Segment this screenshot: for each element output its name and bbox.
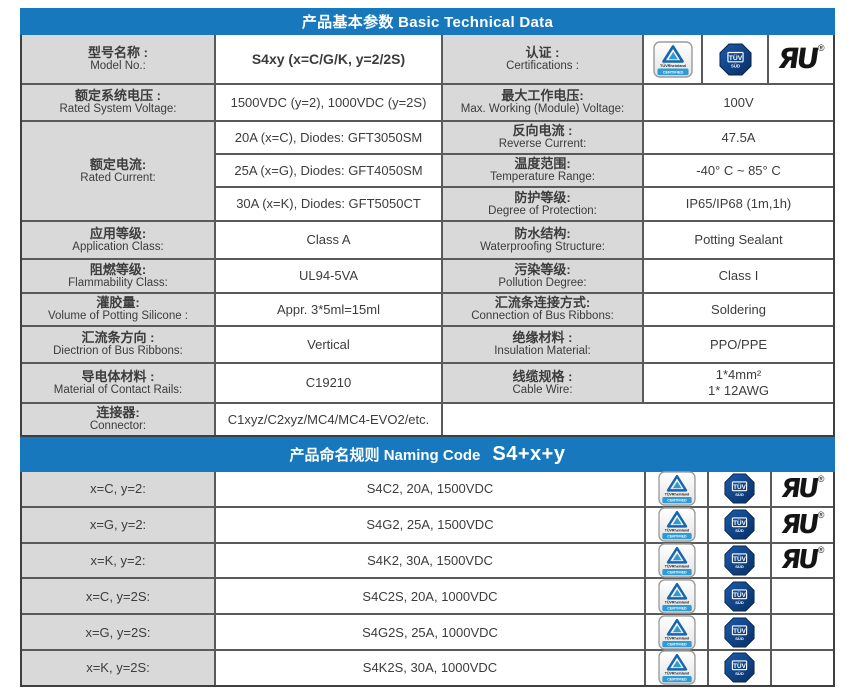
label-insulation-material: 绝缘材料 : Insulation Material: xyxy=(443,327,642,362)
naming-cert-tuv-sud xyxy=(709,579,770,614)
value-flammability-class: UL94-5VA xyxy=(216,260,441,292)
naming-cert-tuv-rheinland xyxy=(646,544,707,578)
naming-label: x=C, y=2: xyxy=(22,472,214,506)
value-bus-ribbon-connection: Soldering xyxy=(644,294,833,325)
datasheet: 产品基本参数 Basic Technical Data 型号名称 : Model… xyxy=(20,8,835,687)
value-temperature-range: -40° C ~ 85° C xyxy=(644,155,833,186)
naming-value: S4C2S, 20A, 1000VDC xyxy=(216,579,644,614)
value-degree-of-protection: IP65/IP68 (1m,1h) xyxy=(644,188,833,220)
value-max-working-voltage: 100V xyxy=(644,85,833,120)
tuv-rheinland-logo xyxy=(658,507,696,542)
value-rated-system-voltage: 1500VDC (y=2), 1000VDC (y=2S) xyxy=(216,85,441,120)
ul-logo: ЯU ® xyxy=(778,545,825,576)
label-application-class: 应用等级: Application Class: xyxy=(22,222,214,258)
naming-value: S4G2, 25A, 1500VDC xyxy=(216,507,644,542)
label-certifications: 认证 : Certifications : xyxy=(443,35,642,83)
naming-label: x=C, y=2S: xyxy=(22,579,214,614)
naming-cert-tuv-sud xyxy=(709,650,770,685)
tuv-rheinland-logo xyxy=(658,650,696,685)
value-rated-current-25a: 25A (x=G), Diodes: GFT4050SM xyxy=(216,155,441,186)
label-cable-wire: 线缆规格 : Cable Wire: xyxy=(443,364,642,402)
naming-code-table: x=C, y=2: S4C2, 20A, 1500VDC ЯU ® x=G, y=… xyxy=(20,472,835,687)
label-connector: 连接器: Connector: xyxy=(22,404,214,435)
tuv-sud-logo xyxy=(724,473,755,504)
value-pollution-degree: Class I xyxy=(644,260,833,292)
basic-data-header: 产品基本参数 Basic Technical Data xyxy=(20,8,835,35)
basic-data-header-title: 产品基本参数 Basic Technical Data xyxy=(301,14,554,31)
naming-cert-tuv-sud xyxy=(709,543,770,578)
basic-data-table: 型号名称 : Model No.: S4xy (x=C/G/K, y=2/2S)… xyxy=(20,35,835,437)
cert-cell-ul: ЯU ® xyxy=(769,35,833,83)
tuv-rheinland-logo xyxy=(658,579,696,614)
tuv-rheinland-logo xyxy=(658,471,696,506)
label-contact-rails-material: 导电体材料 : Material of Contact Rails: xyxy=(22,364,214,402)
value-cable-wire: 1*4mm² 1* 12AWG xyxy=(644,364,833,402)
tuv-sud-logo xyxy=(724,652,755,683)
value-waterproofing-structure: Potting Sealant xyxy=(644,222,833,258)
naming-cert-tuv-sud xyxy=(709,615,770,649)
label-bus-ribbon-direction: 汇流条方向 : Diectrion of Bus Ribbons: xyxy=(22,327,214,362)
naming-value: S4C2, 20A, 1500VDC xyxy=(216,472,644,506)
label-rated-current: 额定电流: Rated Current: xyxy=(22,122,214,220)
value-potting-volume: Appr. 3*5ml=15ml xyxy=(216,294,441,325)
naming-cert-tuv-rheinland xyxy=(646,615,707,649)
naming-cert-ul: ЯU ® xyxy=(772,472,833,506)
label-bus-ribbon-connection: 汇流条连接方式: Connection of Bus Ribbons: xyxy=(443,294,642,325)
value-model-no: S4xy (x=C/G/K, y=2/2S) xyxy=(216,35,441,83)
naming-cert-empty xyxy=(772,579,833,614)
label-model-no: 型号名称 : Model No.: xyxy=(22,35,214,83)
value-application-class: Class A xyxy=(216,222,441,258)
ul-logo: ЯU ® xyxy=(778,473,825,504)
label-potting-volume: 灌胶量: Volume of Potting Silicone : xyxy=(22,294,214,325)
naming-cert-tuv-rheinland xyxy=(646,651,707,685)
naming-code-header: 产品命名规则 Naming Code S4+x+y xyxy=(20,437,835,472)
naming-label: x=K, y=2: xyxy=(22,543,214,578)
value-bus-ribbon-direction: Vertical xyxy=(216,327,441,362)
naming-cert-tuv-rheinland xyxy=(646,508,707,542)
naming-label: x=G, y=2: xyxy=(22,507,214,542)
naming-value: S4K2S, 30A, 1000VDC xyxy=(216,650,644,685)
cert-cell-tuv-rheinland xyxy=(644,35,701,83)
cert-cell-tuv-sud xyxy=(703,35,767,83)
tuv-sud-logo xyxy=(719,43,752,76)
label-temperature-range: 温度范围: Temperature Range: xyxy=(443,155,642,186)
naming-value: S4G2S, 25A, 1000VDC xyxy=(216,615,644,649)
empty-cell-connector-right xyxy=(443,404,833,435)
ul-logo: ЯU ® xyxy=(775,42,825,75)
naming-cert-empty xyxy=(772,650,833,685)
value-reverse-current: 47.5A xyxy=(644,122,833,153)
naming-label: x=K, y=2S: xyxy=(22,650,214,685)
value-rated-current-20a: 20A (x=C), Diodes: GFT3050SM xyxy=(216,122,441,153)
naming-cert-tuv-sud xyxy=(709,507,770,542)
value-rated-current-30a: 30A (x=K), Diodes: GFT5050CT xyxy=(216,188,441,220)
tuv-sud-logo xyxy=(724,617,755,648)
naming-code-header-title: 产品命名规则 Naming Code xyxy=(289,447,481,464)
tuv-sud-logo xyxy=(724,581,755,612)
value-connector: C1xyz/C2xyz/MC4/MC4-EVO2/etc. xyxy=(216,404,441,435)
naming-cert-ul: ЯU ® xyxy=(772,507,833,542)
tuv-sud-logo xyxy=(724,545,755,576)
label-pollution-degree: 污染等级: Pollution Degree: xyxy=(443,260,642,292)
tuv-sud-logo xyxy=(724,509,755,540)
naming-cert-tuv-rheinland xyxy=(646,472,707,506)
value-insulation-material: PPO/PPE xyxy=(644,327,833,362)
naming-cert-ul: ЯU ® xyxy=(772,543,833,578)
label-rated-system-voltage: 额定系统电压 : Rated System Voltage: xyxy=(22,85,214,120)
label-max-working-voltage: 最大工作电压: Max. Working (Module) Voltage: xyxy=(443,85,642,120)
tuv-rheinland-logo xyxy=(653,41,693,78)
naming-cert-tuv-rheinland xyxy=(646,579,707,613)
label-waterproofing-structure: 防水结构: Waterproofing Structure: xyxy=(443,222,642,258)
naming-label: x=G, y=2S: xyxy=(22,615,214,649)
naming-cert-tuv-sud xyxy=(709,472,770,506)
tuv-rheinland-logo xyxy=(658,615,696,650)
label-flammability-class: 阻燃等级: Flammability Class: xyxy=(22,260,214,292)
label-degree-of-protection: 防护等级: Degree of Protection: xyxy=(443,188,642,220)
naming-value: S4K2, 30A, 1500VDC xyxy=(216,543,644,578)
naming-code-formula: S4+x+y xyxy=(492,443,566,465)
ul-logo: ЯU ® xyxy=(778,509,825,540)
naming-cert-empty xyxy=(772,615,833,649)
label-reverse-current: 反向电流 : Reverse Current: xyxy=(443,122,642,153)
tuv-rheinland-logo xyxy=(658,543,696,578)
value-contact-rails-material: C19210 xyxy=(216,364,441,402)
